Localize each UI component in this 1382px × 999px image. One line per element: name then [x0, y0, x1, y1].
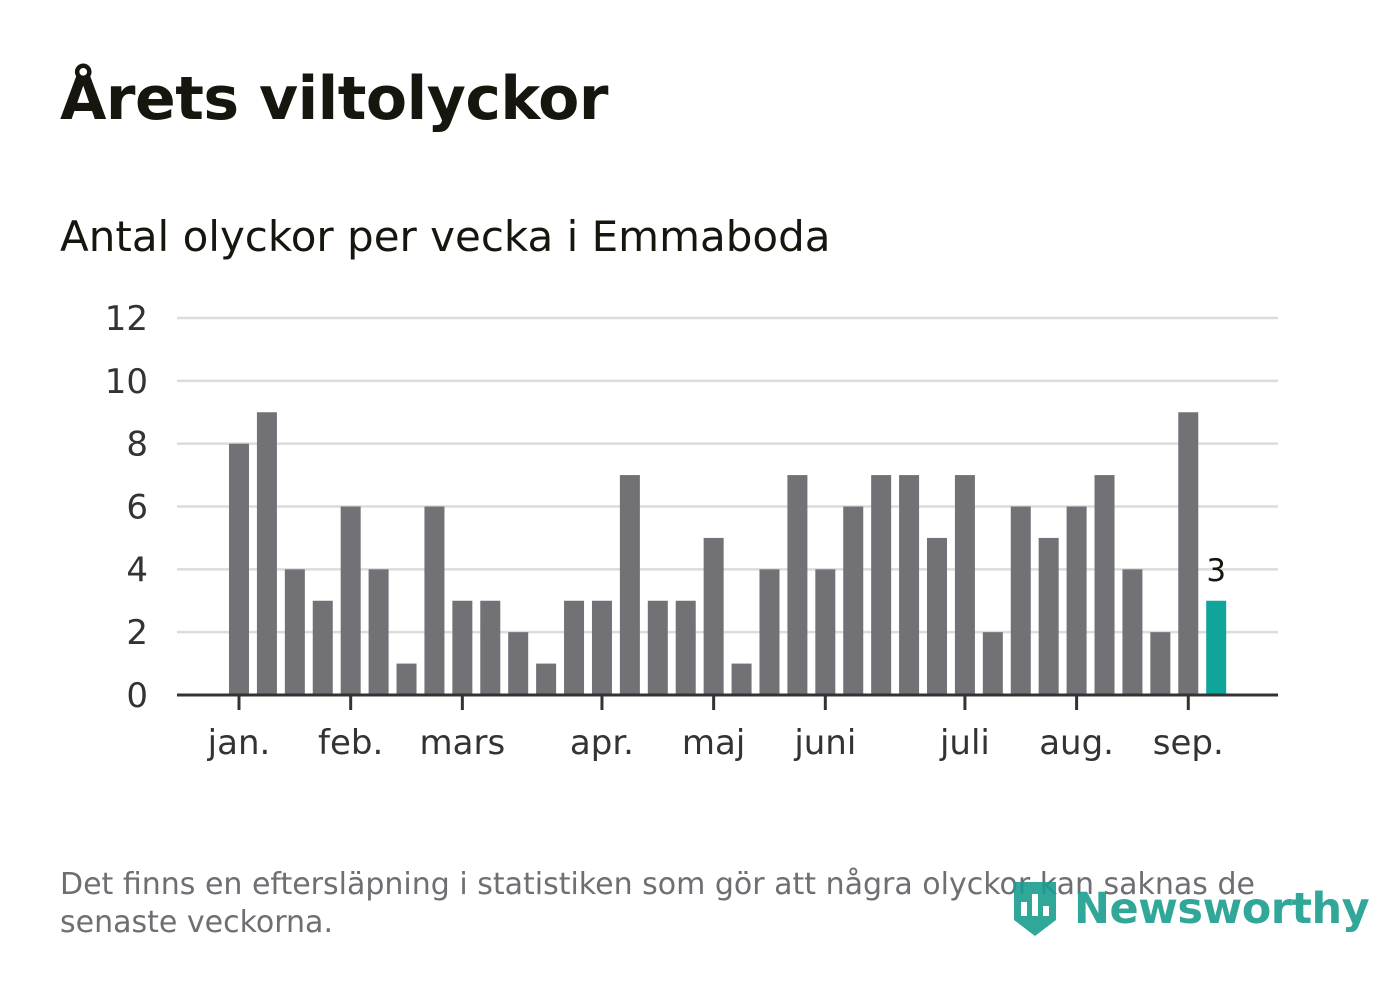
bar	[508, 632, 529, 695]
bar	[1010, 506, 1031, 695]
bar	[647, 600, 668, 695]
brand-logo: Newsworthy	[1010, 876, 1370, 942]
bar	[591, 600, 612, 695]
bar	[899, 475, 920, 695]
highlight-value-label: 3	[1206, 553, 1226, 589]
bar	[1178, 412, 1199, 695]
newsworthy-logo-icon	[1014, 882, 1056, 936]
highlighted-bar	[1206, 600, 1227, 695]
x-tick-label: juli	[939, 723, 990, 763]
bar	[927, 537, 947, 695]
bar	[256, 412, 277, 695]
bar	[619, 475, 640, 695]
value-labels: 3	[1206, 553, 1226, 589]
y-tick-label: 4	[126, 550, 148, 590]
bar	[1150, 632, 1171, 695]
y-tick-label: 12	[105, 299, 148, 339]
bar	[564, 600, 585, 695]
x-tick-label: jan.	[207, 723, 271, 763]
bar	[675, 600, 696, 695]
y-tick-label: 6	[126, 488, 148, 528]
bar	[396, 663, 417, 695]
y-tick-label: 8	[126, 425, 148, 465]
chart-subtitle: Antal olyckor per vecka i Emmaboda	[60, 212, 831, 261]
x-tick-label: aug.	[1039, 723, 1114, 763]
bar	[787, 475, 808, 695]
x-tick-label: feb.	[318, 723, 383, 763]
bar	[954, 475, 975, 695]
x-tick-label: maj	[682, 723, 745, 763]
bar	[1122, 569, 1143, 695]
bar	[480, 600, 501, 695]
bar	[871, 475, 892, 695]
bar	[312, 600, 333, 695]
x-tick-label: juni	[793, 723, 856, 763]
y-tick-label: 2	[126, 613, 148, 653]
x-tick-label: sep.	[1153, 723, 1224, 763]
brand-name: Newsworthy	[1074, 884, 1370, 934]
bar	[982, 632, 1003, 695]
bar	[843, 506, 864, 695]
x-tick-label: apr.	[570, 723, 634, 763]
bar	[731, 663, 752, 695]
bar	[703, 537, 724, 695]
bar	[424, 506, 445, 695]
bar	[1094, 475, 1115, 695]
y-tick-label: 10	[105, 362, 148, 402]
bar	[1066, 506, 1087, 695]
bar	[1038, 537, 1059, 695]
bar	[536, 663, 557, 695]
bar	[759, 569, 780, 695]
bar	[815, 569, 836, 695]
y-tick-label: 0	[126, 676, 148, 716]
bar	[368, 569, 389, 695]
x-axis: jan. feb. mars apr. maj juni juli aug. sep.	[177, 693, 1278, 763]
bar	[284, 569, 305, 695]
x-tick-label: mars	[420, 723, 506, 763]
bar	[452, 600, 473, 695]
bar	[340, 506, 361, 695]
bar	[229, 443, 249, 695]
chart-title: Årets viltolyckor	[60, 64, 609, 134]
y-axis-ticks: 0 2 4 6 8 10 12	[105, 299, 148, 716]
bars	[229, 412, 1227, 695]
